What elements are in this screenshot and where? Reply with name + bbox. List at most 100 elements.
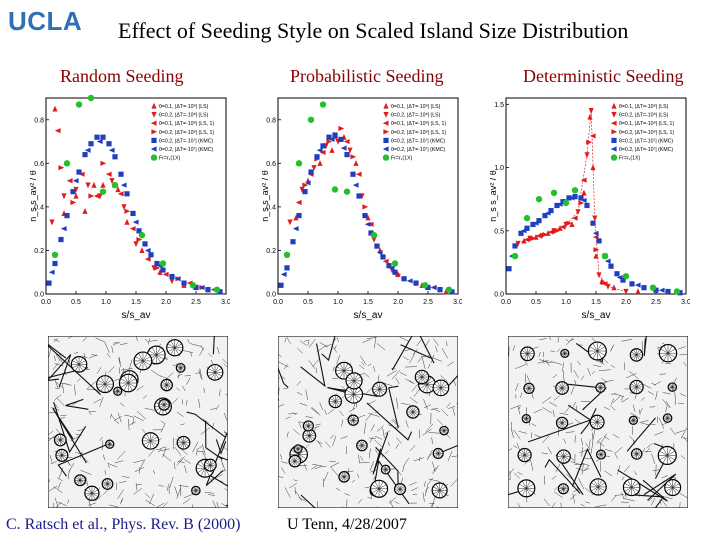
data-point-blue [217,289,223,295]
legend-marker [150,120,157,126]
data-point-blue [506,266,512,272]
x-tick-label: 2.0 [621,299,631,306]
legend-marker [611,102,617,109]
data-point-red [588,108,594,114]
chart-axes: 0.0 0.5 1.0 1.5 2.0 2.5 3.0 0.0 0.2 0.4 0.6 0.8 s/s_… [30,97,230,321]
series-5 [48,138,205,291]
chart-deterministic-seeding: 0.0 0.5 1.0 1.5 2.0 2.5 3.0 0.0 0.5 1.0 1.5 s/s_av n… [490,92,690,332]
x-tick-label: 0.0 [501,299,511,306]
x-axis-label: s/s_av [354,310,383,321]
data-point-red [109,178,115,184]
data-point-red [52,105,58,112]
data-point-blue [548,207,554,214]
data-point-red [78,171,85,177]
y-tick-label: 0.2 [34,248,44,255]
data-point-blue [94,134,100,140]
data-point-red [73,192,79,199]
data-point-blue [124,191,130,197]
data-point-green [562,199,570,207]
data-point-green [307,116,315,123]
y-tick-label: 0.6 [34,161,44,168]
data-point-blue [629,281,635,287]
data-point-red [100,160,107,166]
island [628,415,638,425]
island [158,398,170,411]
data-point-blue [160,267,166,273]
y-axis-label: n_s s_av² / θ [490,170,498,222]
series-3 [530,139,607,286]
legend-marker [611,137,617,143]
island [175,362,186,373]
data-point-blue [596,238,602,244]
data-point-red [523,237,530,243]
x-tick-label: 1.0 [101,299,111,306]
data-point-blue [52,260,58,267]
data-point-red [70,199,77,206]
legend-entry: θ=0.1, |ΔT=-10⁸| (LS, 1) [391,121,446,127]
data-point-red [593,252,599,259]
data-point-blue [60,226,67,232]
plot-frame [277,97,459,295]
data-point-red [66,178,73,184]
island [595,449,607,460]
data-point-red [350,154,357,160]
data-point-green [343,188,351,195]
data-point-red [105,171,112,177]
data-point-red [362,204,369,210]
island [74,474,87,487]
data-point-green [138,232,146,239]
data-point-red [157,269,163,275]
data-point-green [523,214,531,222]
island [414,369,430,385]
data-point-blue [542,213,548,219]
island [96,375,115,394]
y-tick-label: 0.0 [266,292,276,299]
plot-frame [45,97,227,295]
x-tick-label: 3.0 [453,299,462,306]
x-tick-label: 2.5 [423,299,433,306]
legend-entry: θ=0.2, |ΔT=-10⁷| (KMC) [391,147,445,153]
data-point-red [584,152,590,159]
data-point-red [611,284,617,291]
legend-entry: θ=0.2, |ΔT=-10⁸| (LS) [159,113,209,119]
island [630,448,643,460]
data-point-red [154,265,161,271]
data-point-blue [616,274,623,281]
data-point-blue [48,269,55,275]
island [328,394,343,409]
x-tick-label: 3.0 [221,299,230,306]
data-point-red [338,125,345,132]
island [521,414,531,424]
data-point-blue [653,287,659,293]
data-point-blue [401,276,407,282]
data-point-green [511,252,519,260]
legend-marker [383,112,389,118]
ucla-logo: UCLA [8,6,83,36]
data-point-green [673,288,681,295]
data-point-blue [72,178,79,184]
data-point-blue [328,136,335,142]
data-point-blue [536,218,542,224]
series-6 [511,187,681,295]
data-point-red [129,226,136,232]
data-point-green [213,286,221,293]
capture-zone-boundaries [48,336,228,507]
data-point-blue [449,289,455,295]
island [662,413,673,423]
island-pattern-probabilistic [278,336,458,508]
data-point-blue [296,213,302,219]
data-point-red [144,256,151,262]
data-point-green [550,189,558,197]
data-point-blue [205,287,211,293]
legend-marker [383,102,389,109]
island [302,428,317,443]
data-point-blue [572,194,578,200]
data-point-red [295,199,302,206]
data-point-red [136,236,143,243]
data-point-green [649,284,657,291]
legend-entry: Fr=r₁(1X) [159,156,180,162]
island [595,382,606,393]
data-point-blue [544,210,551,216]
data-point-blue [64,213,70,219]
data-point-blue [614,271,620,277]
